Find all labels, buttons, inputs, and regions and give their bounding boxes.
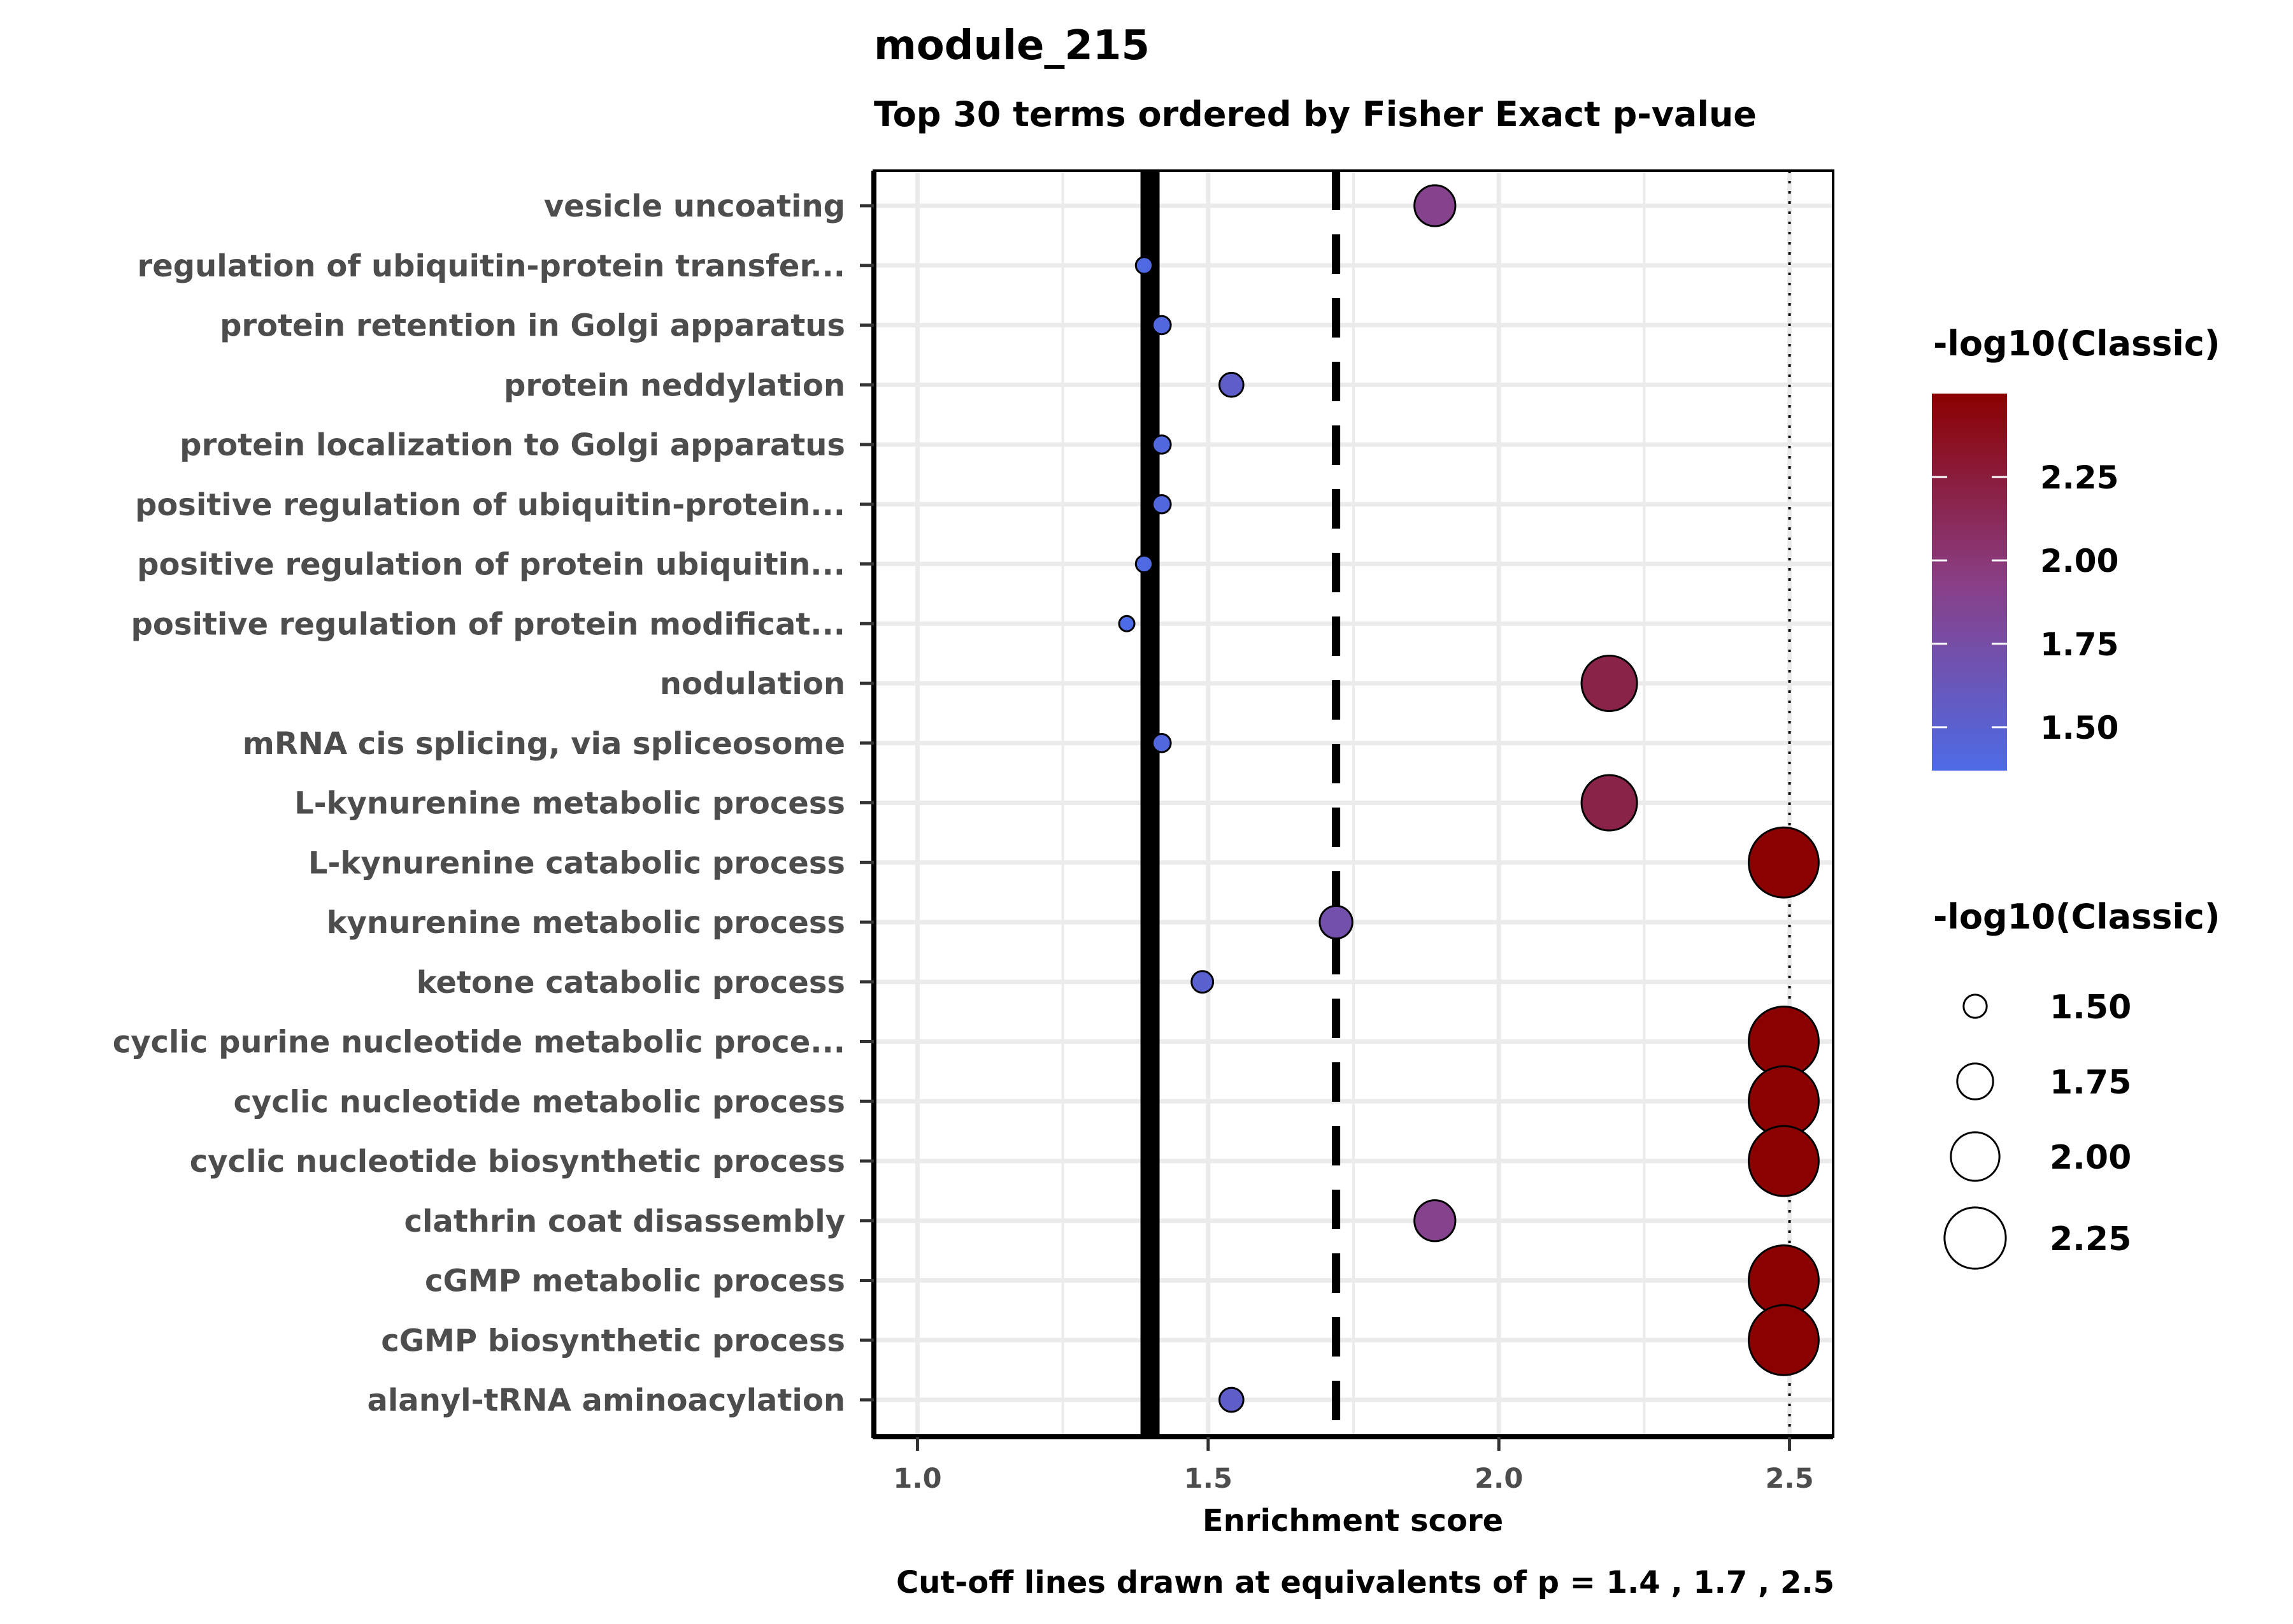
size-legend-label: 1.75 [2050, 1064, 2131, 1102]
data-point [1190, 970, 1215, 994]
y-axis-label: positive regulation of ubiquitin-protein… [135, 487, 845, 523]
data-points [1118, 184, 1820, 1413]
y-axis-label: mRNA cis splicing, via spliceosome [243, 726, 845, 762]
size-legend-circle [1950, 1131, 2001, 1182]
data-point [1218, 1386, 1245, 1413]
size-legend-circle [1956, 1062, 1994, 1100]
chart-caption: Cut-off lines drawn at equivalents of p … [896, 1565, 1834, 1600]
y-axis-label: nodulation [660, 666, 845, 702]
x-tick-label: 1.5 [1184, 1463, 1232, 1495]
y-axis-label: clathrin coat disassembly [404, 1204, 845, 1239]
data-point [1413, 1199, 1457, 1243]
data-point [1152, 732, 1172, 753]
y-axis-label: positive regulation of protein ubiquitin… [137, 547, 845, 583]
size-legend-title: -log10(Classic) [1933, 897, 2220, 937]
y-axis-labels: vesicle uncoating regulation of ubiquitin… [113, 189, 874, 1418]
data-point [1218, 371, 1245, 398]
y-axis-label: positive regulation of protein modificat… [131, 606, 845, 642]
x-tick-label: 2.0 [1475, 1463, 1523, 1495]
y-axis-label: cyclic nucleotide biosynthetic process [190, 1144, 845, 1179]
data-point [1152, 494, 1172, 515]
y-axis-label: regulation of ubiquitin-protein transfer… [138, 248, 845, 284]
data-point [1580, 654, 1638, 713]
data-point [1747, 1125, 1820, 1197]
data-point [1118, 615, 1136, 632]
y-axis-label: kynurenine metabolic process [327, 905, 845, 941]
color-legend-label: 2.25 [2040, 459, 2118, 496]
x-tick-label: 1.0 [893, 1463, 941, 1495]
data-point [1413, 184, 1457, 227]
data-point [1152, 315, 1172, 336]
color-legend-bar [1932, 394, 2007, 771]
grid-lines [874, 171, 1833, 1437]
data-point [1134, 256, 1154, 275]
data-point [1318, 904, 1354, 940]
y-axis-label: L-kynurenine metabolic process [294, 786, 845, 822]
y-axis-label: cGMP biosynthetic process [381, 1323, 845, 1358]
y-axis-label: ketone catabolic process [417, 965, 845, 1001]
color-legend-title: -log10(Classic) [1933, 324, 2220, 364]
y-axis-label: L-kynurenine catabolic process [308, 845, 845, 881]
y-axis-label: protein neddylation [504, 367, 845, 403]
chart-subtitle: Top 30 terms ordered by Fisher Exact p-v… [874, 94, 1757, 134]
size-legend-label: 1.50 [2050, 988, 2131, 1027]
color-legend: -log10(Classic) 2.25 2.00 1.75 1.50 [1932, 324, 2220, 771]
y-axis-label: alanyl-tRNA aminoacylation [367, 1383, 845, 1418]
data-point [1580, 774, 1638, 832]
y-axis-label: protein retention in Golgi apparatus [220, 308, 845, 344]
x-axis-label: Enrichment score [1203, 1503, 1503, 1539]
data-point [1152, 434, 1172, 455]
x-axis-ticks: 1.0 1.5 2.0 2.5 [893, 1437, 1814, 1495]
size-legend: -log10(Classic) 1.50 1.75 2.00 2.25 [1933, 897, 2220, 1270]
color-legend-label: 1.50 [2040, 709, 2118, 746]
y-axis-label: protein localization to Golgi apparatus [180, 427, 845, 463]
y-axis-label: cyclic purine nucleotide metabolic proce… [113, 1025, 845, 1060]
data-point [1747, 826, 1820, 899]
size-legend-label: 2.00 [2050, 1139, 2131, 1177]
x-tick-label: 2.5 [1765, 1463, 1813, 1495]
cutoff-lines [1140, 171, 1791, 1437]
y-axis-label: vesicle uncoating [544, 189, 845, 224]
data-point [1134, 554, 1154, 574]
y-axis-label: cyclic nucleotide metabolic process [233, 1084, 845, 1120]
y-axis-label: cGMP metabolic process [425, 1264, 845, 1299]
data-point [1747, 1304, 1820, 1376]
color-legend-label: 2.00 [2040, 543, 2118, 580]
color-legend-label: 1.75 [2040, 626, 2118, 663]
chart-title: module_215 [874, 22, 1150, 69]
size-legend-circle [1962, 994, 1988, 1019]
size-legend-circle [1943, 1206, 2007, 1270]
size-legend-label: 2.25 [2050, 1220, 2131, 1258]
